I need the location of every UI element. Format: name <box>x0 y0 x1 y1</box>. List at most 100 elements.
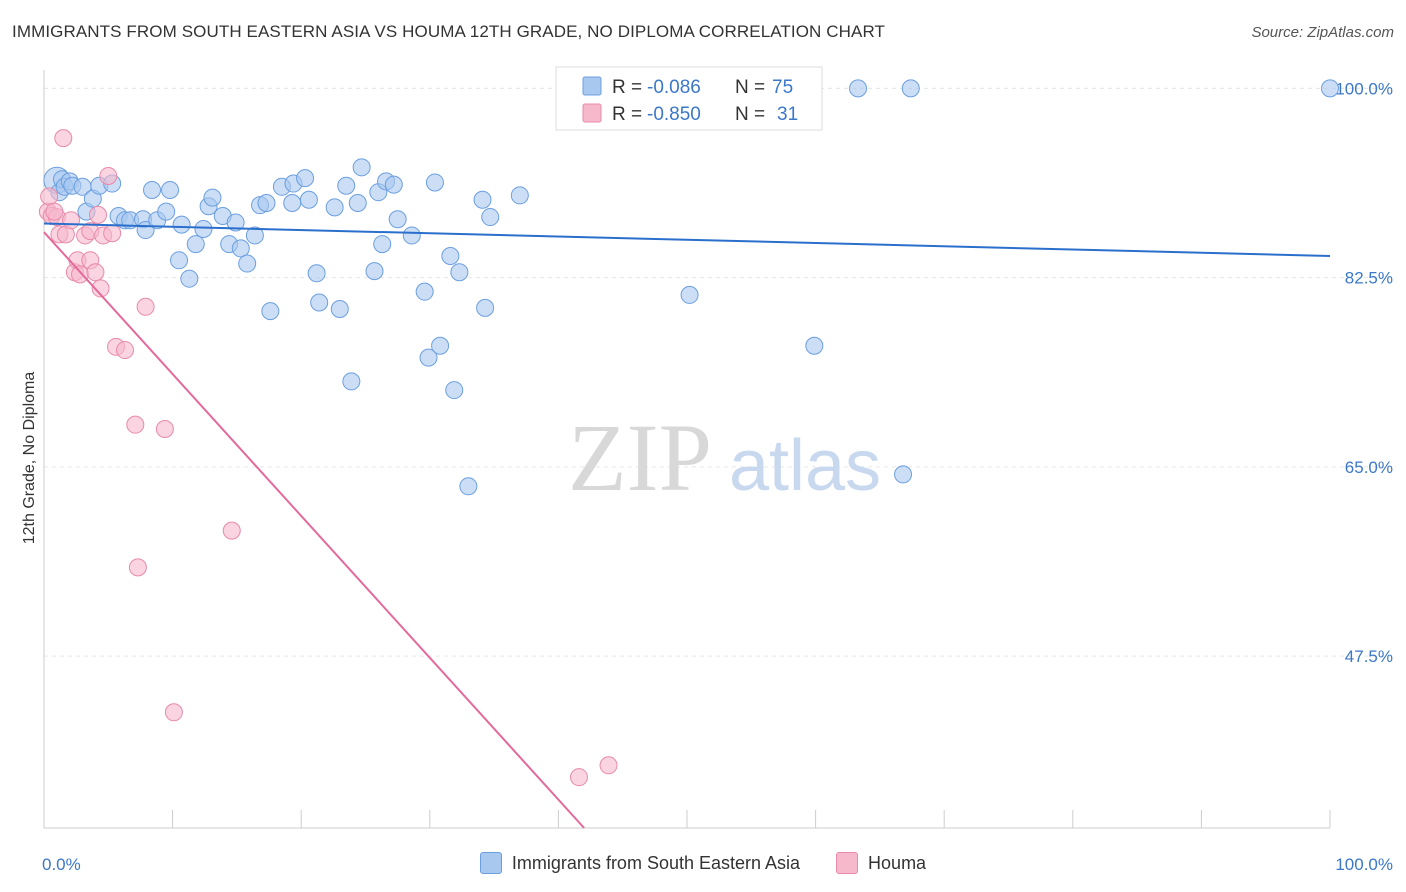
y-tick-label-1: 82.5% <box>1345 269 1393 288</box>
y-tick-labels: 100.0% 82.5% 65.0% 47.5% <box>1335 79 1393 666</box>
point-houma-23 <box>136 297 155 316</box>
point-immigrants-35 <box>261 302 280 321</box>
point-immigrants-16 <box>143 181 162 200</box>
point-immigrants-24 <box>194 219 213 238</box>
point-immigrants-71 <box>849 79 868 98</box>
point-immigrants-74 <box>1321 79 1339 98</box>
chart-title: IMMIGRANTS FROM SOUTH EASTERN ASIA VS HO… <box>12 22 886 41</box>
legend-n-value-2: 31 <box>777 104 798 125</box>
point-immigrants-46 <box>342 372 361 391</box>
point-immigrants-40 <box>299 190 318 209</box>
point-houma-29 <box>40 187 59 206</box>
point-immigrants-60 <box>441 246 460 265</box>
point-immigrants-39 <box>296 169 315 188</box>
point-immigrants-23 <box>186 235 205 254</box>
point-immigrants-65 <box>476 298 495 317</box>
point-houma-4 <box>54 129 73 148</box>
point-immigrants-73 <box>901 79 920 98</box>
point-immigrants-67 <box>510 186 529 205</box>
legend-swatch-blue <box>582 76 602 96</box>
point-houma-17 <box>99 166 118 185</box>
y-tick-label-2: 65.0% <box>1345 458 1393 477</box>
point-immigrants-19 <box>161 181 180 200</box>
point-immigrants-63 <box>459 477 478 496</box>
point-houma-25 <box>164 703 183 722</box>
legend-n-label-1: N = <box>735 77 765 98</box>
point-immigrants-44 <box>330 299 349 318</box>
point-immigrants-21 <box>172 215 191 234</box>
point-houma-26 <box>222 521 241 540</box>
legend-r-label-1: R = <box>612 77 642 98</box>
point-houma-30 <box>45 202 64 221</box>
trend-houma <box>43 231 585 829</box>
point-houma-18 <box>103 224 122 243</box>
point-houma-15 <box>91 279 110 298</box>
point-houma-20 <box>116 341 135 360</box>
watermark-zip: ZIP <box>568 404 712 511</box>
point-immigrants-61 <box>445 381 464 400</box>
point-immigrants-69 <box>680 285 699 304</box>
legend-item-houma: Houma <box>836 852 926 874</box>
point-immigrants-72 <box>894 465 913 484</box>
series-houma <box>38 129 618 787</box>
point-immigrants-30 <box>231 239 250 258</box>
point-houma-14 <box>89 205 108 224</box>
point-immigrants-48 <box>352 158 371 177</box>
point-immigrants-37 <box>283 194 302 213</box>
legend-r-label-2: R = <box>612 104 642 125</box>
point-houma-13 <box>86 263 105 282</box>
trend-lines <box>43 222 1331 829</box>
point-immigrants-22 <box>180 269 199 288</box>
point-immigrants-54 <box>388 210 407 229</box>
point-houma-6 <box>62 211 81 230</box>
point-immigrants-29 <box>226 213 245 232</box>
point-immigrants-20 <box>170 251 189 270</box>
x-tick-label-1: 100.0% <box>1335 855 1393 874</box>
legend-n-label-2: N = <box>735 104 765 125</box>
point-houma-21 <box>126 415 145 434</box>
legend-item-immigrants: Immigrants from South Eastern Asia <box>479 852 801 874</box>
source-label: Source: ZipAtlas.com <box>1251 24 1394 41</box>
point-immigrants-41 <box>307 264 326 283</box>
point-immigrants-34 <box>257 194 276 213</box>
point-immigrants-26 <box>203 188 222 207</box>
point-immigrants-31 <box>238 254 257 273</box>
legend-swatch-pink <box>582 103 602 123</box>
point-immigrants-70 <box>805 336 824 355</box>
point-immigrants-57 <box>419 348 438 367</box>
x-tick-labels: 0.0% 100.0% <box>42 855 1393 874</box>
legend-r-value-1: -0.086 <box>647 77 701 98</box>
point-immigrants-64 <box>473 190 492 209</box>
grid-lines <box>44 87 1392 657</box>
point-houma-28 <box>599 756 618 775</box>
point-immigrants-18 <box>157 202 176 221</box>
watermark-atlas: atlas <box>729 426 881 506</box>
point-immigrants-58 <box>425 173 444 192</box>
legend-bottom: Immigrants from South Eastern Asia Houma <box>0 852 1406 874</box>
y-tick-label-0: 100.0% <box>1335 79 1393 98</box>
point-immigrants-56 <box>415 282 434 301</box>
legend-label-immigrants: Immigrants from South Eastern Asia <box>511 852 801 873</box>
y-axis-label: 12th Grade, No Diploma <box>21 371 38 545</box>
x-tick-label-0: 0.0% <box>42 855 81 874</box>
point-immigrants-32 <box>245 226 264 245</box>
series-immigrants <box>43 79 1339 496</box>
legend-n-value-1: 75 <box>772 77 793 98</box>
y-tick-label-3: 47.5% <box>1345 647 1393 666</box>
point-houma-22 <box>128 558 147 577</box>
point-immigrants-66 <box>481 208 500 227</box>
point-immigrants-49 <box>365 262 384 281</box>
legend-box: R = -0.086 N = 75 R = -0.850 N = 31 <box>555 66 823 131</box>
point-immigrants-59 <box>431 336 450 355</box>
point-houma-24 <box>155 419 174 438</box>
point-immigrants-53 <box>384 175 403 194</box>
point-immigrants-45 <box>337 176 356 195</box>
point-houma-27 <box>569 768 588 787</box>
legend-swatch-immigrants <box>479 852 502 874</box>
point-immigrants-62 <box>450 263 469 282</box>
legend-r-value-2: -0.850 <box>647 104 701 125</box>
legend-label-houma: Houma <box>868 852 927 873</box>
point-immigrants-51 <box>373 235 392 254</box>
point-immigrants-43 <box>325 198 344 217</box>
